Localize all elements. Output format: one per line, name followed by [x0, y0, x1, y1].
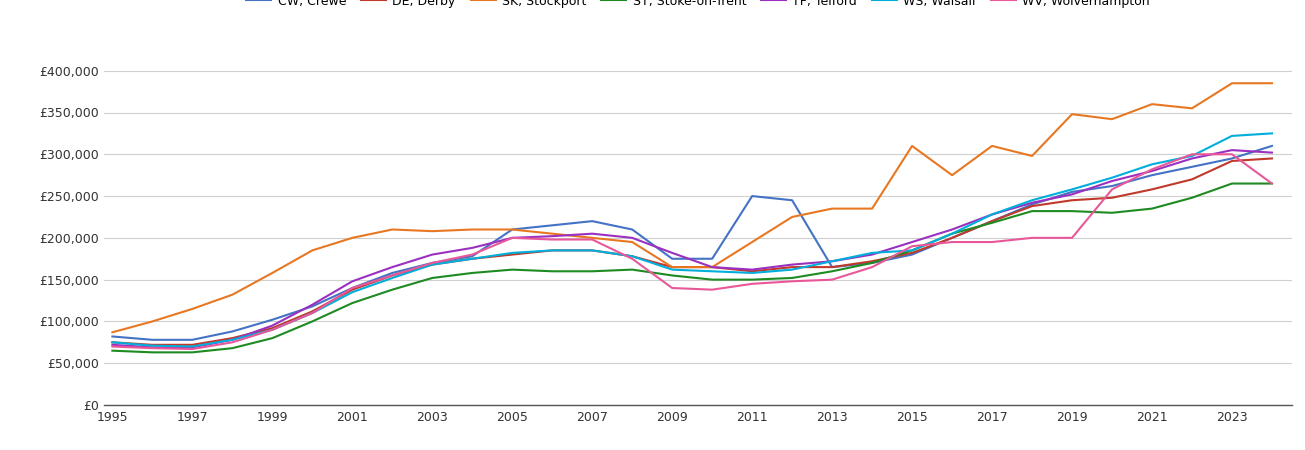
Legend: CW, Crewe, DE, Derby, SK, Stockport, ST, Stoke-on-Trent, TF, Telford, WS, Walsal: CW, Crewe, DE, Derby, SK, Stockport, ST,…: [241, 0, 1155, 13]
